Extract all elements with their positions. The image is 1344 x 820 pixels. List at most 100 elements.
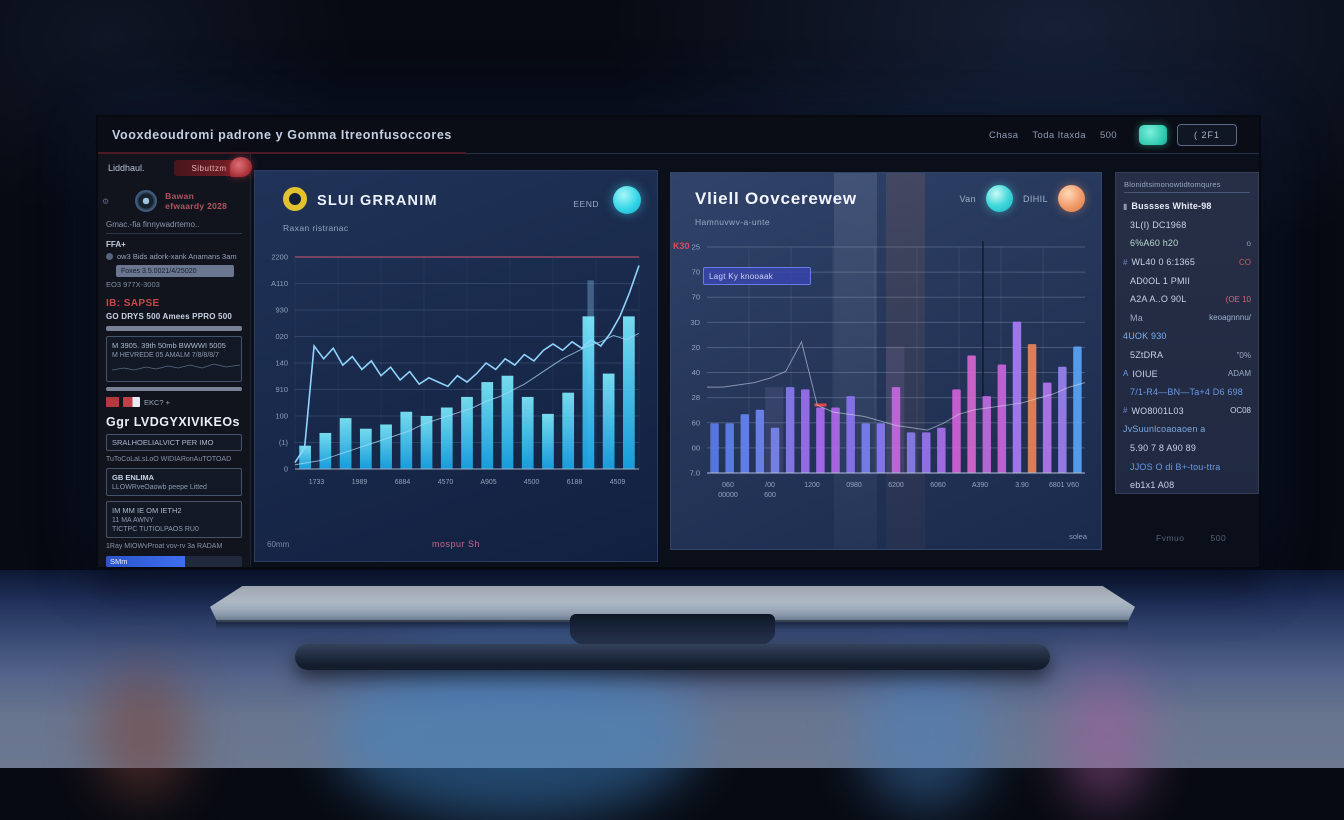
list-item[interactable]: JvSuunlcoaoaoen a bbox=[1116, 420, 1258, 439]
list-item-label: 5.90 7 8 A90 89 bbox=[1130, 443, 1197, 454]
list-item[interactable]: 5ZtDRA "0% bbox=[1116, 346, 1258, 365]
list-item-label: 3L(I) DC1968 bbox=[1130, 219, 1187, 230]
list-item-value: CO bbox=[1239, 257, 1251, 267]
eye-icon bbox=[135, 190, 158, 212]
svg-text:A905: A905 bbox=[480, 479, 496, 486]
topbar-nav-item[interactable]: Chasa bbox=[988, 129, 1019, 141]
duo-chip-icon[interactable] bbox=[123, 397, 140, 407]
svg-text:6200: 6200 bbox=[888, 482, 904, 489]
reflection-orange bbox=[95, 668, 190, 798]
window-title: Vooxdeoudromi padrone y Gomma Itreonfuso… bbox=[112, 128, 452, 142]
red-chip-icon[interactable] bbox=[106, 397, 119, 407]
svg-text:70: 70 bbox=[692, 293, 700, 302]
list-item-value: OC08 bbox=[1230, 406, 1251, 416]
list-item[interactable]: 5.90 7 8 A90 89 bbox=[1116, 439, 1258, 458]
list-item-label: WO8001L03 bbox=[1131, 405, 1184, 416]
svg-text:20: 20 bbox=[692, 343, 700, 352]
sidebar-summary-box[interactable]: M 3905. 39th 50mb BWWWI 5005 M HEVREDE 0… bbox=[106, 336, 242, 382]
sidebar-box-2[interactable]: SRALHOELIALVICT PER IMO bbox=[106, 434, 242, 451]
svg-text:930: 930 bbox=[275, 306, 288, 315]
main-panel-subtitle: Raxan ristranac bbox=[283, 223, 349, 233]
list-item[interactable]: 4UOK 930 bbox=[1116, 327, 1258, 346]
svg-text:A390: A390 bbox=[972, 482, 988, 489]
cyan-legend-button[interactable] bbox=[985, 185, 1013, 212]
chips-label: EKC? + bbox=[144, 397, 171, 407]
sidebar-tab[interactable]: Liddhaul. bbox=[108, 163, 145, 173]
overview-panel: Vliell Oovcerewew Hamnuvwv-a-unte Van DI… bbox=[670, 172, 1102, 550]
main-panel-action[interactable]: EEND bbox=[573, 199, 599, 209]
cyan-avatar-button[interactable] bbox=[613, 186, 641, 214]
topbar-nav-item[interactable]: Toda Itaxda bbox=[1032, 129, 1086, 141]
list-item[interactable]: JJOS O di B+-tou-ttra bbox=[1116, 457, 1258, 476]
list-item[interactable]: AD0OL 1 PMII bbox=[1116, 271, 1258, 290]
right-list-header: Blonidtsimonowtidtomqures bbox=[1124, 180, 1250, 193]
list-item[interactable]: A IOIUE ADAM bbox=[1116, 364, 1258, 383]
list-item-label: 4UOK 930 bbox=[1123, 331, 1167, 342]
sidebar-group: FFA+ ow3 Bids adork-xank Anamans 3am Fox… bbox=[106, 240, 242, 289]
list-item-label: JvSuunlcoaoaoen a bbox=[1123, 424, 1206, 435]
sidebar-item[interactable]: ow3 Bids adork-xank Anamans 3am bbox=[106, 252, 242, 261]
overview-title: Vliell Oovcerewew bbox=[695, 189, 857, 208]
svg-text:00000: 00000 bbox=[718, 492, 738, 499]
pill-button[interactable]: ( 2F1 bbox=[1177, 124, 1237, 146]
list-item-label: Bussses White-98 bbox=[1131, 201, 1212, 212]
orange-legend-button[interactable] bbox=[1058, 185, 1085, 212]
chart-tooltip: Lagt Ky knooaak bbox=[703, 267, 811, 285]
sidebar-section-title: Gmac.-fia finnywadrtemo.. bbox=[106, 220, 242, 234]
svg-text:A110: A110 bbox=[271, 279, 288, 288]
list-item[interactable]: # WL40 0 6:1365 CO bbox=[1116, 253, 1258, 272]
reflection-blue-2 bbox=[858, 660, 993, 810]
main-chart-panel: SLUI GRRANIM EEND Raxan ristranac 2200 A1… bbox=[254, 170, 658, 562]
sidebar-box-3[interactable]: GB ENLIMA LLOWRveOaowb peepe Litted bbox=[106, 468, 242, 496]
list-item[interactable]: ▮ Bussses White-98 bbox=[1116, 197, 1258, 216]
list-item[interactable]: 7/1-R4—BN—Ta+4 D6 698 bbox=[1116, 383, 1258, 402]
status-right: 500 bbox=[1210, 533, 1227, 543]
overview-chart-svg: 25 70 70 3D 20 40 28 60 00 7.0 060 00000/00 600 1200 0… bbox=[690, 241, 1086, 499]
list-item-label: AD0OL 1 PMII bbox=[1130, 275, 1191, 286]
list-item[interactable]: A2A A..O 90L (OE 10 bbox=[1116, 290, 1258, 309]
list-item[interactable]: 6%A60 h20 o bbox=[1116, 234, 1258, 253]
svg-text:3.90: 3.90 bbox=[1015, 482, 1029, 489]
list-item[interactable]: # WO8001L03 OC08 bbox=[1116, 402, 1258, 421]
topbar-nav-item[interactable]: 500 bbox=[1099, 129, 1117, 141]
svg-text:100: 100 bbox=[275, 412, 288, 421]
main-chart-svg: 2200 A110 930 020 140 910 100 (1) 0 1733 1989 6884 4… bbox=[271, 253, 640, 486]
status-left: Fvmuo bbox=[1156, 533, 1185, 543]
svg-text:40: 40 bbox=[692, 368, 700, 377]
sidebar-box-4[interactable]: IM MM IE OM IETH2 11 MA AWNY TICTPC TUTI… bbox=[106, 501, 242, 538]
svg-text:28: 28 bbox=[692, 393, 700, 402]
summary-line2: M HEVREDE 05 AMALM 7/8/8/8/7 bbox=[112, 352, 219, 359]
sidebar-heading: Ggr LVDGYXIVIKEOs bbox=[106, 415, 240, 429]
svg-text:(1): (1) bbox=[279, 438, 289, 447]
screen-status-bar: Fvmuo 500 bbox=[1156, 533, 1246, 543]
sidebar-progress-button[interactable]: SMm bbox=[106, 556, 242, 567]
svg-text:60: 60 bbox=[692, 418, 700, 427]
svg-text:6884: 6884 bbox=[395, 479, 411, 486]
svg-text:7.0: 7.0 bbox=[690, 469, 700, 478]
list-item[interactable]: 3L(I) DC1968 bbox=[1116, 216, 1258, 235]
list-item-icon: # bbox=[1123, 257, 1128, 267]
left-sidebar: Liddhaul. Sibuttzm ⚙ Bawan efwaardy 2028… bbox=[98, 154, 252, 567]
main-footer-left: 60mm bbox=[267, 540, 290, 549]
main-footer-center: mospur Sh bbox=[431, 539, 481, 549]
teal-action-button[interactable] bbox=[1139, 125, 1167, 145]
overview-highlight-column bbox=[834, 173, 878, 549]
sidebar-note-1: TuToCoLaLsLoO WIDIARonAuTOTOAD bbox=[106, 456, 232, 463]
box4-line1: IM MM IE OM IETH2 bbox=[112, 506, 182, 515]
list-item-icon: ▮ bbox=[1123, 201, 1128, 211]
sidebar-alert-button[interactable]: Sibuttzm bbox=[174, 157, 252, 177]
list-item-value: o bbox=[1246, 238, 1251, 248]
right-list-rows: ▮ Bussses White-98 3L(I) DC1968 6%A60 h20 o #… bbox=[1116, 197, 1258, 495]
monitor-screen: Vooxdeoudromi padrone y Gomma Itreonfuso… bbox=[96, 115, 1261, 569]
main-panel-title: SLUI GRRANIM bbox=[317, 193, 438, 209]
list-item[interactable]: Ma keoagnnnu/ bbox=[1116, 309, 1258, 328]
list-item-label: IOIUE bbox=[1132, 368, 1158, 379]
notice-line2: efwaardy 2028 bbox=[165, 201, 228, 211]
svg-text:2200: 2200 bbox=[271, 253, 288, 262]
topbar-red-underline bbox=[98, 152, 466, 154]
list-item[interactable]: eb1x1 A08 bbox=[1116, 476, 1258, 495]
sidebar-inset-value[interactable]: Foxes 3.5.0021/4/25020 bbox=[116, 265, 234, 277]
legend-label-2: DIHIL bbox=[1022, 193, 1048, 204]
svg-text:910: 910 bbox=[275, 385, 288, 394]
svg-text:020: 020 bbox=[275, 332, 288, 341]
